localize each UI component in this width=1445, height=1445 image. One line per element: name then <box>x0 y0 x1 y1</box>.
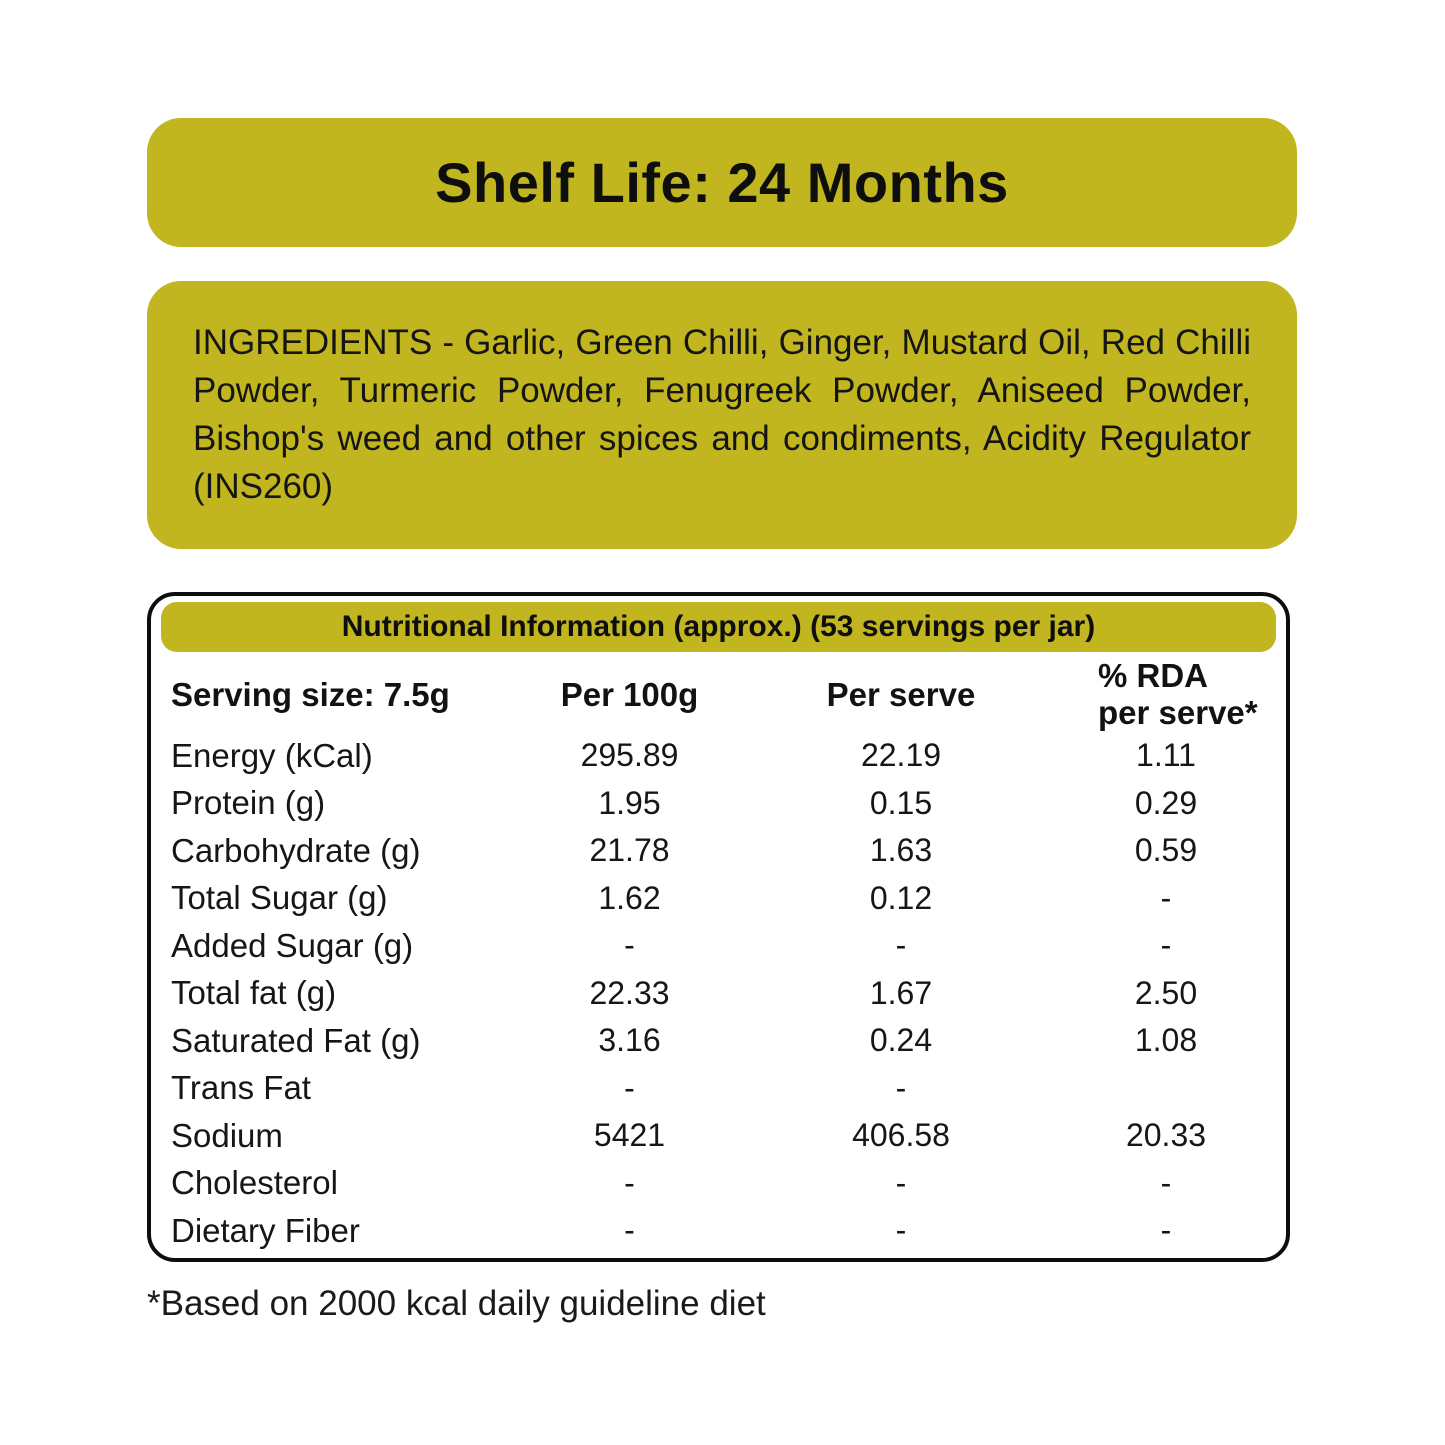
table-row-cholesterol: Cholesterol - - - <box>151 1159 1286 1207</box>
value-per-serve: - <box>895 927 907 964</box>
value-per-100g: 22.33 <box>589 974 670 1011</box>
value-per-100g: - <box>624 927 635 964</box>
row-label: Total Sugar (g) <box>171 879 388 917</box>
ingredients-text: INGREDIENTS - Garlic, Green Chilli, Ging… <box>193 323 1251 506</box>
nutrition-table-body: Energy (kCal) 295.89 22.19 1.11 Protein … <box>151 732 1286 1255</box>
value-per-100g: 295.89 <box>580 737 679 774</box>
table-row-total-sugar: Total Sugar (g) 1.62 0.12 - <box>151 874 1286 922</box>
shelf-life-banner: Shelf Life: 24 Months <box>147 118 1297 247</box>
value-per-100g: 5421 <box>593 1117 666 1154</box>
nutrition-table-header-row: Serving size: 7.5g Per 100g Per serve % … <box>151 657 1286 732</box>
row-label: Sodium <box>171 1116 283 1154</box>
value-per-100g: - <box>624 1069 635 1106</box>
column-header-rda: % RDA per serve* <box>1098 657 1258 731</box>
value-rda: 1.08 <box>1134 1022 1198 1059</box>
row-label: Added Sugar (g) <box>171 926 414 964</box>
row-label: Dietary Fiber <box>171 1211 360 1249</box>
value-per-serve: - <box>895 1212 907 1249</box>
value-rda: - <box>1160 927 1172 964</box>
value-rda: - <box>1160 1164 1172 1201</box>
value-per-100g: - <box>624 1164 635 1201</box>
value-per-serve: 0.15 <box>869 784 933 821</box>
nutrition-table-title-bar: Nutritional Information (approx.) (53 se… <box>161 602 1276 652</box>
column-header-per-serve: Per serve <box>826 675 976 713</box>
nutrition-table: Nutritional Information (approx.) (53 se… <box>147 592 1290 1262</box>
row-label: Protein (g) <box>171 784 326 822</box>
footnote: *Based on 2000 kcal daily guideline diet <box>147 1284 766 1323</box>
value-per-serve: 1.67 <box>869 974 933 1011</box>
row-label: Total fat (g) <box>171 974 337 1012</box>
row-label: Saturated Fat (g) <box>171 1021 421 1059</box>
row-label: Carbohydrate (g) <box>171 831 421 869</box>
value-per-serve: - <box>895 1069 907 1106</box>
value-per-100g: 3.16 <box>598 1022 661 1059</box>
value-rda: 1.11 <box>1136 737 1196 774</box>
table-row-total-fat: Total fat (g) 22.33 1.67 2.50 <box>151 969 1286 1017</box>
value-rda: 20.33 <box>1125 1117 1207 1154</box>
value-rda: - <box>1160 879 1172 916</box>
row-label: Energy (kCal) <box>171 736 373 774</box>
table-row-added-sugar: Added Sugar (g) - - - <box>151 922 1286 970</box>
row-label: Cholesterol <box>171 1164 338 1202</box>
row-label: Trans Fat <box>171 1069 311 1107</box>
value-per-100g: - <box>624 1212 635 1249</box>
value-per-100g: 1.62 <box>598 879 661 916</box>
nutrition-table-title: Nutritional Information (approx.) (53 se… <box>341 610 1096 643</box>
value-per-serve: 0.24 <box>869 1022 933 1059</box>
value-per-serve: 1.63 <box>869 832 933 869</box>
column-header-serving-size: Serving size: 7.5g <box>171 675 450 713</box>
value-per-serve: 0.12 <box>869 879 933 916</box>
value-per-serve: 406.58 <box>852 1117 950 1154</box>
shelf-life-text: Shelf Life: 24 Months <box>435 151 1009 214</box>
table-row-sodium: Sodium 5421 406.58 20.33 <box>151 1112 1286 1160</box>
ingredients-box: INGREDIENTS - Garlic, Green Chilli, Ging… <box>147 281 1297 549</box>
value-rda: 2.50 <box>1134 974 1198 1011</box>
table-row-energy: Energy (kCal) 295.89 22.19 1.11 <box>151 732 1286 780</box>
value-per-serve: 22.19 <box>860 737 942 774</box>
table-row-protein: Protein (g) 1.95 0.15 0.29 <box>151 779 1286 827</box>
value-rda: 0.59 <box>1134 832 1198 869</box>
table-row-saturated-fat: Saturated Fat (g) 3.16 0.24 1.08 <box>151 1017 1286 1065</box>
value-rda: - <box>1160 1212 1172 1249</box>
table-row-trans-fat: Trans Fat - - <box>151 1064 1286 1112</box>
value-per-100g: 1.95 <box>598 784 661 821</box>
value-per-100g: 21.78 <box>589 832 670 869</box>
table-row-carbohydrate: Carbohydrate (g) 21.78 1.63 0.59 <box>151 827 1286 875</box>
table-row-dietary-fiber: Dietary Fiber - - - <box>151 1207 1286 1255</box>
value-per-serve: - <box>895 1164 907 1201</box>
value-rda: 0.29 <box>1134 784 1198 821</box>
column-header-per-100g: Per 100g <box>560 675 699 713</box>
